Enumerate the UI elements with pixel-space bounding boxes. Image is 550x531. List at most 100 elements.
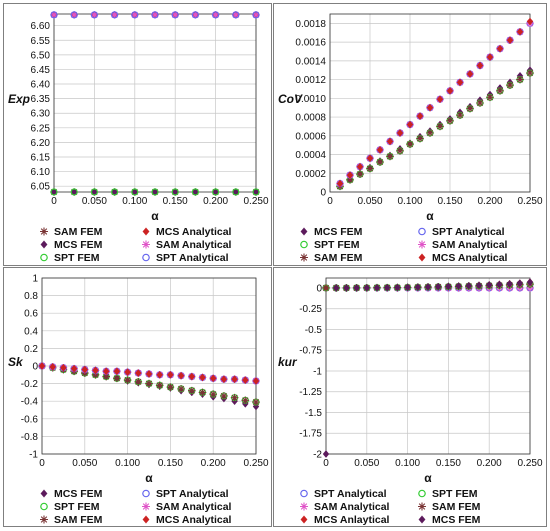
kur-panel: 0 0.050 0.100 0.150 0.200 0.250 -2 -1.75 -1.5 -1.…	[273, 267, 547, 527]
x-tick-label: 0.050	[72, 458, 97, 469]
data-point	[151, 11, 159, 19]
data-point	[171, 188, 179, 196]
y-tick-label: 6.25	[31, 123, 51, 134]
data-point	[465, 281, 473, 290]
data-point	[373, 283, 381, 292]
data-point	[516, 27, 524, 36]
legend-entry-spt-fem: SPT FEM	[54, 252, 100, 264]
y-tick-label: 0.0010	[295, 94, 326, 105]
data-point	[232, 188, 240, 196]
data-point	[476, 99, 484, 107]
data-point	[81, 365, 89, 374]
data-point	[455, 282, 462, 290]
legend-marker	[418, 489, 426, 498]
y-tick-label: 6.20	[31, 138, 51, 149]
data-point	[155, 381, 164, 390]
y-tick-label: 6.30	[31, 109, 51, 120]
data-point	[376, 145, 384, 154]
data-point	[92, 366, 99, 375]
data-point	[110, 11, 119, 19]
legend-entry-mcs-fem: MCS FEM	[314, 226, 363, 238]
data-point	[436, 122, 444, 131]
x-tick-label: 0.250	[243, 196, 268, 207]
data-point	[322, 284, 330, 292]
legend-marker	[142, 502, 150, 511]
data-point	[102, 372, 110, 381]
legend-marker	[300, 515, 308, 524]
data-point	[426, 103, 434, 112]
series-mcs-fem	[50, 188, 260, 196]
data-points	[38, 362, 260, 411]
legend-entry-spt-fem: SPT FEM	[314, 239, 360, 251]
y-tick-label: 0	[316, 283, 322, 294]
data-point	[414, 283, 422, 292]
data-point	[496, 44, 504, 53]
data-point	[90, 188, 99, 196]
legend-entry-mcs-analytical: MCS Analytical	[156, 226, 232, 238]
data-point	[49, 362, 56, 371]
data-point	[131, 188, 139, 196]
y-tick-label: 0.0002	[295, 169, 326, 180]
legend-marker	[40, 489, 48, 498]
y-tick-label: 0.0016	[295, 38, 326, 49]
legend-entry-sam-analytical: SAM Analytical	[432, 239, 508, 251]
y-axis-label: kur	[278, 355, 298, 369]
data-point	[516, 75, 524, 84]
data-point	[198, 388, 207, 397]
data-point	[343, 284, 350, 292]
y-tick-label: 6.05	[31, 182, 51, 193]
data-point	[394, 283, 401, 292]
data-point	[456, 111, 464, 119]
data-point	[506, 81, 514, 89]
data-point	[191, 11, 200, 19]
data-point	[145, 379, 153, 388]
legend-marker	[40, 240, 48, 249]
data-point	[466, 104, 474, 113]
x-tick-label: 0.150	[437, 196, 462, 207]
data-point	[209, 390, 217, 398]
data-point	[366, 164, 374, 173]
x-axis-label: α	[151, 209, 159, 223]
y-axis-label: CoV	[278, 92, 303, 106]
x-tick-label: 0.250	[243, 458, 268, 469]
data-point	[192, 188, 199, 196]
y-tick-label: 0.4	[24, 326, 38, 337]
data-point	[151, 188, 159, 196]
x-tick-label: 0	[323, 458, 329, 469]
y-tick-label: 1	[32, 274, 38, 285]
sk-panel: 0 0.050 0.100 0.150 0.200 0.250 -1 -0.8 -0.6 -0.4…	[3, 267, 272, 527]
data-point	[188, 372, 196, 381]
data-point	[70, 188, 78, 196]
y-tick-label: 0	[32, 362, 38, 373]
data-point	[131, 11, 139, 19]
y-tick-label: -1	[29, 450, 38, 461]
data-point	[70, 11, 78, 19]
data-point	[386, 152, 394, 161]
legend-entry-mcs-fem: MCS FEM	[432, 514, 481, 526]
data-point	[516, 279, 524, 288]
data-point	[436, 95, 444, 104]
kur-chart: 0 0.050 0.100 0.150 0.200 0.250 -2 -1.75 -1.5 -1.…	[278, 277, 543, 526]
series-sam-fem	[336, 69, 534, 191]
y-tick-label: -1.5	[305, 408, 323, 419]
legend-entry-spt-analytical: SPT Analytical	[156, 252, 229, 264]
data-points	[336, 17, 534, 191]
x-tick-label: 0.250	[517, 458, 542, 469]
x-tick-label: 0.150	[436, 458, 461, 469]
data-point	[156, 370, 163, 379]
data-point	[446, 86, 454, 95]
legend-marker	[418, 227, 426, 236]
y-tick-label: 6.50	[31, 50, 51, 61]
data-point	[111, 188, 118, 196]
y-tick-label: -0.2	[21, 379, 39, 390]
x-tick-label: 0.050	[82, 196, 107, 207]
series-sam-analytical	[50, 11, 260, 19]
legend-marker	[300, 502, 308, 511]
data-point	[416, 134, 424, 143]
data-point	[466, 70, 474, 78]
data-point	[38, 362, 46, 370]
data-point	[356, 162, 364, 171]
data-point	[232, 188, 240, 196]
x-tick-label: 0	[39, 458, 45, 469]
